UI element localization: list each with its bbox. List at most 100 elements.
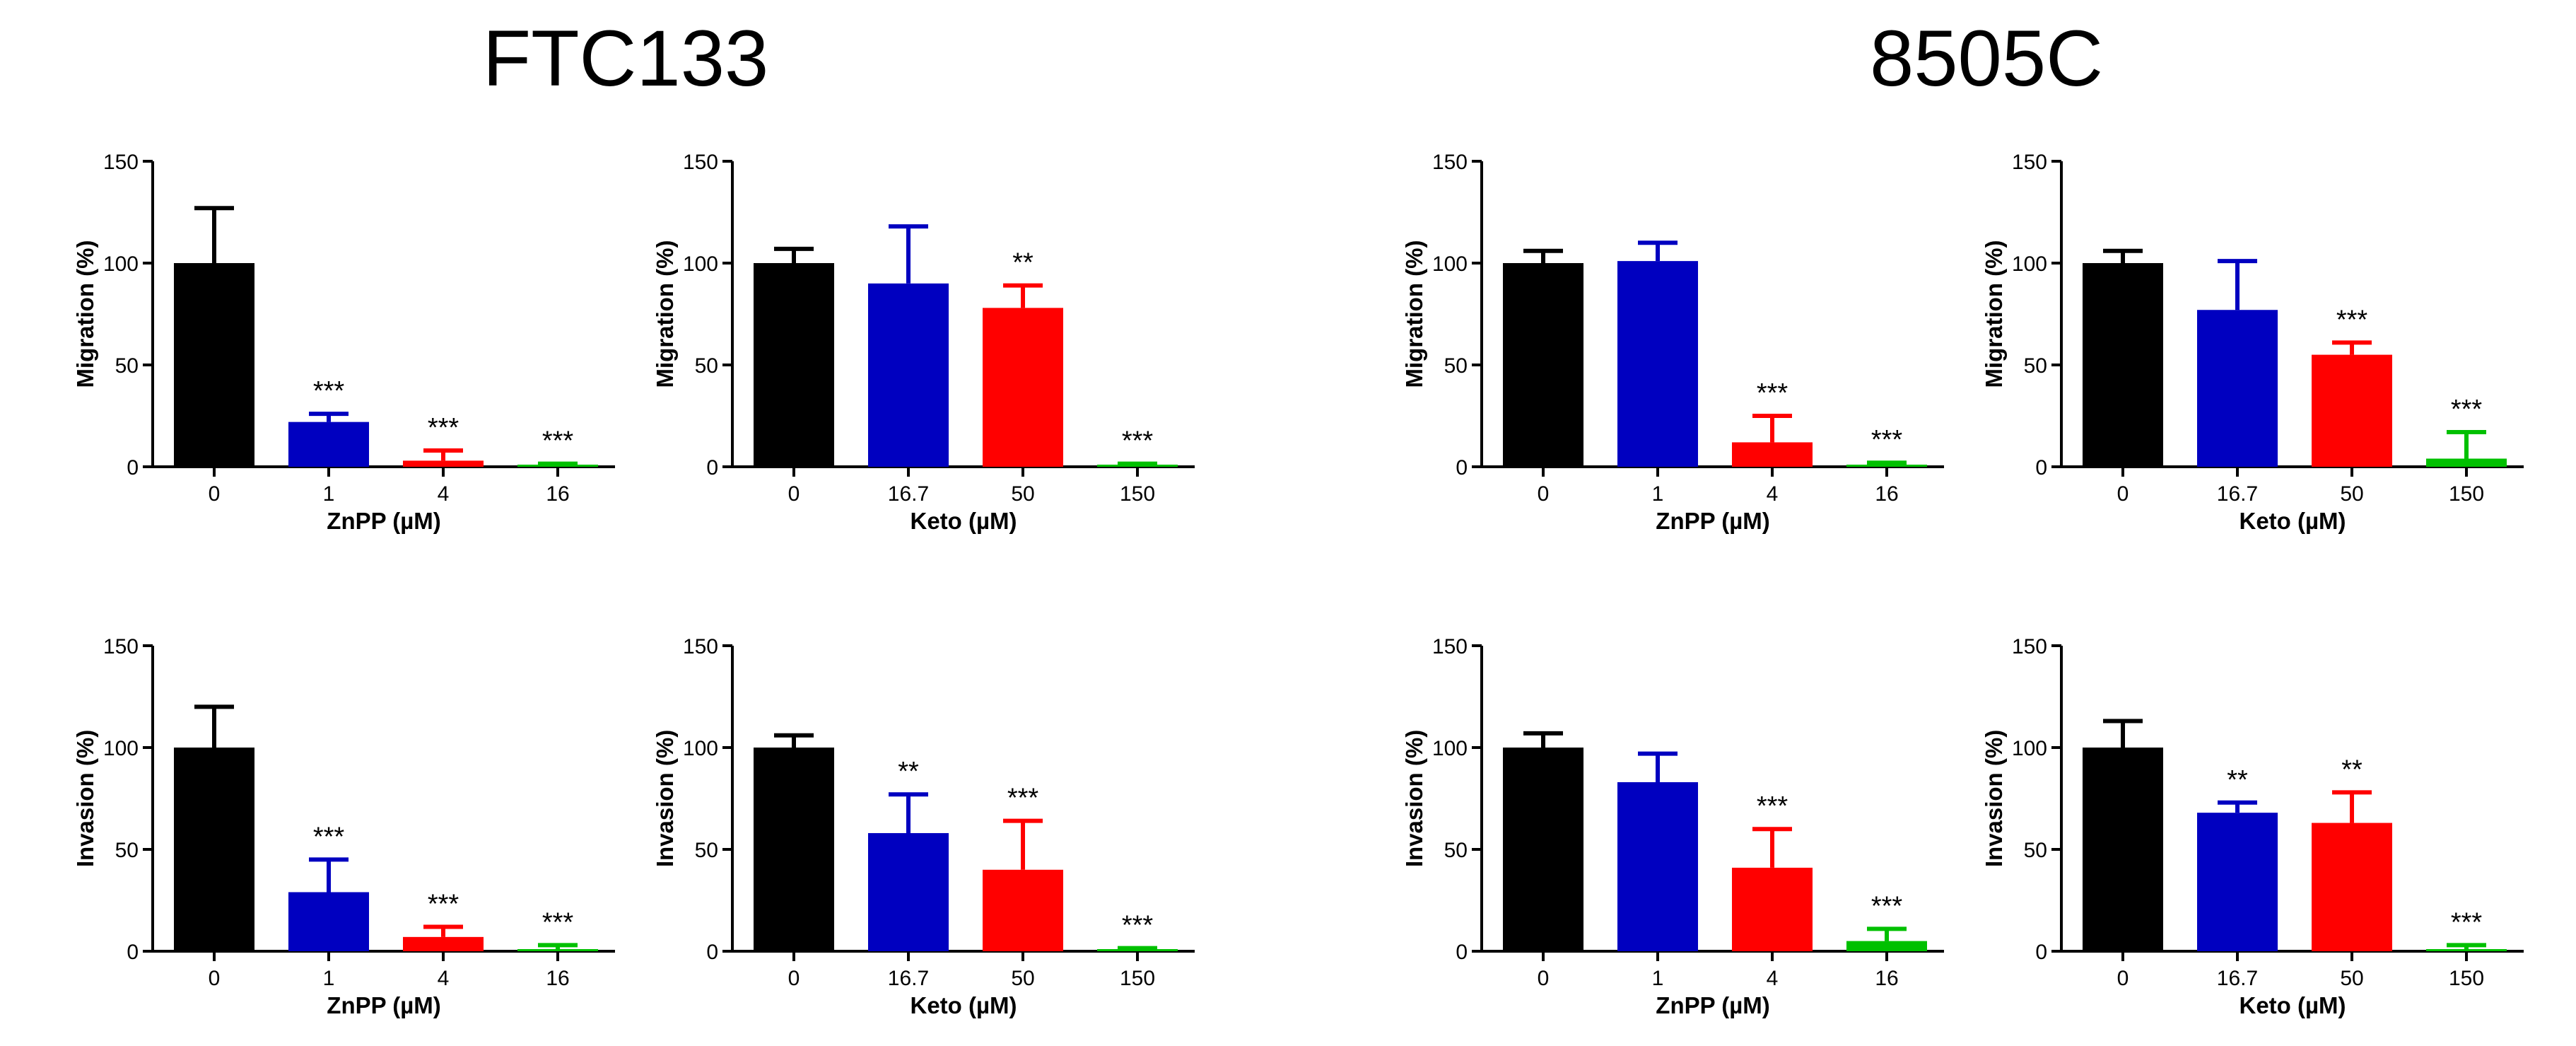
significance-label: ***: [2336, 305, 2368, 335]
x-tick-label: 0: [2117, 482, 2129, 506]
significance-label: ***: [2451, 907, 2483, 937]
x-tick-label: 4: [1767, 482, 1779, 506]
bar-0: [174, 748, 254, 951]
bar-50: [2312, 823, 2392, 951]
significance-label: ***: [2451, 395, 2483, 424]
significance-label: ***: [428, 889, 459, 919]
significance-label: ***: [313, 822, 345, 852]
x-tick-label: 50: [1011, 482, 1034, 506]
bar-16.7: [2197, 310, 2278, 467]
significance-label: ***: [1871, 425, 1903, 455]
x-tick-label: 1: [1652, 482, 1664, 506]
chart-ftc133-invasion-znpp: 0 50 100 150 0 1 *** 4 *** 16 *** ZnPP (µM) Invasion…: [72, 635, 615, 1018]
x-tick-label: 0: [2117, 967, 2129, 990]
chart-8505c-invasion-znpp: 0 50 100 150 0 1 4 *** 16 *** ZnPP (µM) Invasion (%…: [1401, 635, 1944, 1018]
x-axis-label: Keto (µM): [2240, 992, 2346, 1018]
y-tick-label: 0: [1456, 456, 1468, 480]
x-tick-label: 50: [1011, 967, 1034, 990]
x-tick-label: 4: [438, 482, 450, 506]
significance-label: ***: [1871, 891, 1903, 921]
bar-16.7: [868, 283, 949, 467]
x-tick-label: 0: [788, 482, 800, 506]
x-tick-label: 50: [2340, 967, 2363, 990]
y-tick-label: 0: [127, 456, 139, 480]
x-tick-label: 16.7: [2217, 967, 2258, 990]
bar-16: [1846, 941, 1927, 951]
bar-150: [1097, 465, 1178, 467]
y-axis-label: Migration (%): [1401, 240, 1427, 388]
x-axis-label: ZnPP (µM): [327, 508, 440, 534]
x-tick-label: 16.7: [2217, 482, 2258, 506]
chart-ftc133-migration-znpp: 0 50 100 150 0 1 *** 4 *** 16 *** ZnPP (µM) Migratio…: [72, 151, 615, 534]
x-tick-label: 4: [438, 967, 450, 990]
x-tick-label: 50: [2340, 482, 2363, 506]
significance-label: ***: [1757, 791, 1788, 821]
bar-4: [1732, 442, 1813, 467]
bar-1: [288, 892, 369, 951]
bar-4: [403, 460, 484, 467]
y-tick-label: 0: [706, 941, 718, 964]
bar-0: [2083, 263, 2163, 467]
y-tick-label: 150: [683, 151, 718, 174]
y-tick-label: 150: [1432, 635, 1468, 658]
significance-label: **: [2341, 755, 2363, 784]
x-tick-label: 0: [209, 967, 221, 990]
y-tick-label: 0: [127, 941, 139, 964]
y-tick-label: 150: [2012, 635, 2047, 658]
y-axis-label: Migration (%): [652, 240, 678, 388]
x-tick-label: 0: [209, 482, 221, 506]
bar-0: [1503, 263, 1583, 467]
significance-label: **: [1012, 248, 1034, 278]
y-tick-label: 150: [683, 635, 718, 658]
y-tick-label: 0: [2035, 456, 2047, 480]
x-axis-label: ZnPP (µM): [1656, 992, 1769, 1018]
bar-50: [2312, 354, 2392, 467]
y-tick-label: 50: [695, 354, 718, 378]
y-tick-label: 100: [103, 737, 139, 760]
y-axis-label: Invasion (%): [72, 730, 98, 867]
y-tick-label: 150: [2012, 151, 2047, 174]
bar-150: [2426, 458, 2507, 467]
significance-label: ***: [1122, 426, 1154, 456]
bar-16: [1846, 465, 1927, 467]
chart-8505c-invasion-keto: 0 50 100 150 0 16.7 ** 50 ** 150 *** Keto (µM) Invas…: [1981, 635, 2524, 1018]
y-tick-label: 50: [2024, 354, 2047, 378]
heading-8505c: 8505C: [1869, 14, 2104, 103]
y-tick-label: 150: [103, 151, 139, 174]
x-axis-label: Keto (µM): [2240, 508, 2346, 534]
chart-8505c-migration-keto: 0 50 100 150 0 16.7 50 *** 150 *** Keto (µM) Migrat…: [1981, 151, 2524, 534]
x-tick-label: 150: [1120, 482, 1155, 506]
y-tick-label: 0: [1456, 941, 1468, 964]
y-tick-label: 100: [1432, 737, 1468, 760]
x-tick-label: 0: [788, 967, 800, 990]
significance-label: ***: [428, 413, 459, 443]
x-tick-label: 1: [1652, 967, 1664, 990]
bar-0: [1503, 748, 1583, 951]
y-axis-label: Invasion (%): [652, 730, 678, 867]
significance-label: **: [898, 757, 919, 786]
y-tick-label: 50: [115, 354, 139, 378]
bar-16.7: [2197, 813, 2278, 951]
x-tick-label: 150: [2449, 967, 2484, 990]
bar-4: [403, 936, 484, 951]
x-tick-label: 16.7: [888, 967, 929, 990]
x-tick-label: 0: [1538, 967, 1550, 990]
x-tick-label: 1: [323, 967, 335, 990]
x-tick-label: 16: [1875, 967, 1898, 990]
bar-16: [517, 465, 598, 467]
bar-1: [288, 422, 369, 467]
x-tick-label: 16: [1875, 482, 1898, 506]
x-tick-label: 0: [1538, 482, 1550, 506]
y-axis-label: Invasion (%): [1401, 730, 1427, 867]
y-tick-label: 100: [683, 737, 718, 760]
x-tick-label: 16: [546, 482, 569, 506]
bar-150: [2426, 949, 2507, 951]
chart-ftc133-migration-keto: 0 50 100 150 0 16.7 50 ** 150 *** Keto (µM) Migrati…: [652, 151, 1195, 534]
y-tick-label: 150: [103, 635, 139, 658]
x-axis-label: ZnPP (µM): [327, 992, 440, 1018]
y-tick-label: 50: [695, 839, 718, 862]
significance-label: ***: [542, 907, 574, 937]
chart-ftc133-invasion-keto: 0 50 100 150 0 16.7 ** 50 *** 150 *** Keto (µM) Inva…: [652, 635, 1195, 1018]
bar-0: [754, 748, 834, 951]
significance-label: **: [2227, 765, 2248, 795]
